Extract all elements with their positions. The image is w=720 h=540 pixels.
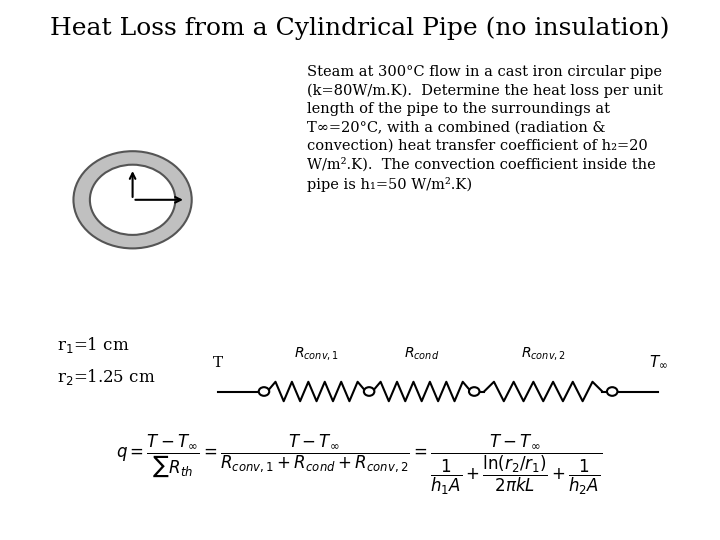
Text: r$_2$=1.25 cm: r$_2$=1.25 cm xyxy=(57,367,156,387)
Circle shape xyxy=(73,151,192,248)
Text: $R_{cond}$: $R_{cond}$ xyxy=(404,346,439,362)
Circle shape xyxy=(469,387,480,396)
Circle shape xyxy=(258,387,269,396)
Text: $R_{conv,2}$: $R_{conv,2}$ xyxy=(521,345,566,362)
Text: r$_1$=1 cm: r$_1$=1 cm xyxy=(57,335,130,355)
Text: Steam at 300°C flow in a cast iron circular pipe
(k=80W/m.K).  Determine the hea: Steam at 300°C flow in a cast iron circu… xyxy=(307,65,662,192)
Circle shape xyxy=(364,387,374,396)
Text: $T_\infty$: $T_\infty$ xyxy=(649,354,667,370)
Circle shape xyxy=(607,387,618,396)
Text: T: T xyxy=(213,356,223,370)
Text: $R_{conv,1}$: $R_{conv,1}$ xyxy=(294,345,339,362)
Text: Heat Loss from a Cylindrical Pipe (no insulation): Heat Loss from a Cylindrical Pipe (no in… xyxy=(50,16,669,40)
Text: $q = \dfrac{T - T_{\infty}}{\sum R_{th}} = \dfrac{T - T_{\infty}}{R_{conv,1} + R: $q = \dfrac{T - T_{\infty}}{\sum R_{th}}… xyxy=(116,432,603,497)
Circle shape xyxy=(90,165,175,235)
